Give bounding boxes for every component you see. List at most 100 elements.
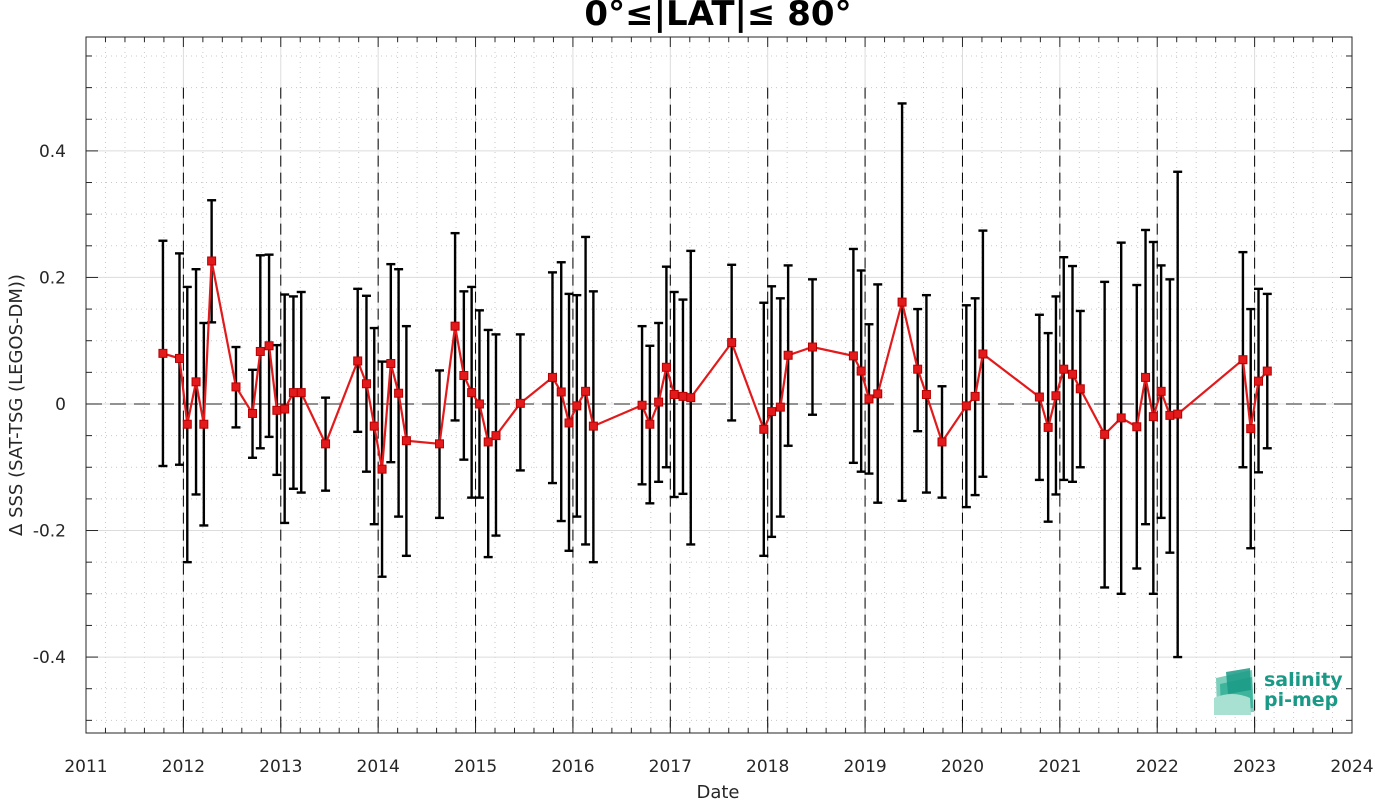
x-tick-label: 2017 [649,757,692,777]
data-point-marker [288,388,298,398]
data-point-marker [913,364,923,374]
data-point-marker [401,436,411,446]
salinity-wave-icon [1214,668,1254,715]
data-point-marker [572,401,582,411]
data-point-marker [848,351,858,361]
data-point-marker [1075,384,1085,394]
data-point-marker [921,389,931,399]
data-point-marker [678,391,688,401]
data-point-marker [970,391,980,401]
data-point-marker [1156,386,1166,396]
data-point-marker [377,464,387,474]
data-point-marker [873,389,883,399]
data-point-marker [369,421,379,431]
data-point-marker [272,405,282,415]
data-point-marker [248,408,258,418]
data-point-marker [474,399,484,409]
axis-ticks [85,37,1353,733]
data-point-marker [727,338,737,348]
data-point-marker [207,256,217,266]
data-point-marker [547,372,557,382]
data-point-marker [158,348,168,358]
data-point-marker [1254,376,1264,386]
data-point-marker [296,388,306,398]
data-point-marker [491,431,501,441]
data-point-marker [978,349,988,359]
salinity-pi-mep-logo: salinity pi-mep [1214,668,1343,715]
x-axis-label: Date [696,782,739,801]
data-point-marker [199,419,209,429]
y-tick-label: 0 [55,395,66,415]
x-tick-label: 2020 [941,757,984,777]
data-point-marker [961,401,971,411]
x-tick-label: 2013 [259,757,302,777]
data-point-marker [1165,410,1175,420]
data-point-marker [645,419,655,429]
data-point-marker [775,402,785,412]
data-point-marker [1132,422,1142,432]
data-point-marker [386,358,396,368]
data-point-marker [1051,391,1061,401]
data-point-marker [353,356,363,366]
data-point-marker [556,387,566,397]
data-point-marker [264,341,274,351]
data-point-marker [1141,372,1151,382]
data-point-marker [1100,429,1110,439]
data-point-marker [669,389,679,399]
data-point-marker [767,407,777,417]
data-point-marker [864,394,874,404]
data-point-marker [467,388,477,398]
y-axis-label: Δ SSS (SAT-TSG (LEGOS-DM)) [6,274,27,536]
data-point-marker [783,350,793,360]
data-point-marker [1262,366,1272,376]
data-point-marker [321,439,331,449]
data-point-marker [1246,424,1256,434]
data-point-marker [394,388,404,398]
data-point-marker [897,297,907,307]
plot-frame [85,36,1353,734]
x-tick-label: 2022 [1136,757,1179,777]
x-tick-label: 2019 [843,757,886,777]
data-point-marker [759,424,769,434]
data-point-marker [255,346,265,356]
x-tick-label: 2011 [64,757,107,777]
data-point-marker [1043,422,1053,432]
data-point-marker [361,379,371,389]
data-point-marker [654,397,664,407]
x-tick-labels: 2011 2012 2013 2014 2015 2016 2017 2018 2019 2020… [64,757,1373,777]
data-point-marker [182,419,192,429]
data-point-marker [435,439,445,449]
x-tick-label: 2015 [454,757,497,777]
data-point-marker [1238,355,1248,365]
data-point-marker [564,418,574,428]
x-tick-label: 2024 [1330,757,1373,777]
data-point-marker [637,400,647,410]
y-tick-label: 0.2 [39,268,66,288]
data-point-marker [856,366,866,376]
data-point-marker [807,342,817,352]
data-point-marker [1068,369,1078,379]
data-point-marker [1173,409,1183,419]
data-point-marker [515,398,525,408]
data-point-marker [1059,364,1069,374]
y-tick-label: -0.4 [33,648,66,668]
data-point-marker [937,437,947,447]
x-tick-label: 2014 [357,757,400,777]
x-tick-label: 2021 [1038,757,1081,777]
error-bars [158,102,1272,659]
x-tick-label: 2023 [1233,757,1276,777]
data-point-marker [588,421,598,431]
data-point-marker [174,353,184,363]
x-tick-label: 2012 [162,757,205,777]
chart-title: 0°≤|LAT|≤ 80° [584,0,851,34]
minor-grid [86,37,1352,733]
data-point-marker [1116,413,1126,423]
data-point-marker [450,321,460,331]
y-tick-labels: 0.4 0.2 0 -0.2 -0.4 [33,142,66,668]
y-tick-label: -0.2 [33,522,66,542]
data-point-marker [661,362,671,372]
data-point-marker [483,437,493,447]
y-tick-label: 0.4 [39,142,66,162]
data-point-marker [280,404,290,414]
